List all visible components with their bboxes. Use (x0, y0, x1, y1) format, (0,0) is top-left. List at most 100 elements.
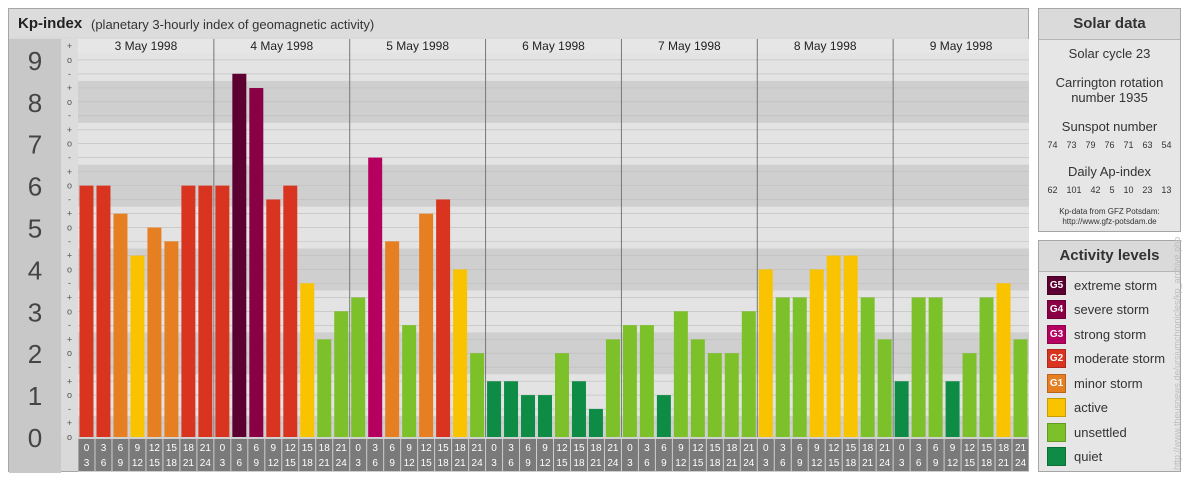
interval-start-label: 15 (573, 443, 585, 454)
level-active: active (1047, 397, 1108, 417)
interval-end-label: 24 (336, 458, 348, 469)
interval-start-label: 18 (998, 443, 1010, 454)
interval-cell (944, 439, 961, 471)
interval-cell (316, 439, 333, 471)
kp-bar (792, 297, 807, 437)
sub-tick-label: - (68, 111, 71, 121)
kp-bar (470, 353, 485, 437)
interval-end-label: 24 (743, 458, 755, 469)
interval-cell (995, 439, 1012, 471)
y-tick-label: 5 (28, 214, 42, 244)
interval-cell (740, 439, 757, 471)
interval-cell (520, 439, 537, 471)
kp-bar (334, 311, 349, 437)
sunspot-value: 54 (1161, 140, 1172, 150)
level-quiet: quiet (1047, 446, 1102, 466)
kp-bar (283, 185, 298, 437)
interval-end-label: 6 (237, 458, 243, 469)
interval-end-label: 12 (811, 458, 823, 469)
level-extreme-storm: G5 extreme storm (1047, 275, 1157, 295)
interval-start-label: 12 (964, 443, 976, 454)
y-tick-label: 9 (28, 46, 42, 76)
kp-bar (945, 381, 960, 437)
y-tick-label: 0 (28, 423, 42, 453)
kp-bar (571, 381, 586, 437)
interval-cell (265, 439, 282, 471)
interval-cell (604, 439, 621, 471)
interval-start-label: 12 (285, 443, 297, 454)
interval-end-label: 15 (692, 458, 704, 469)
y-tick-label: 8 (28, 88, 42, 118)
kp-bar (402, 325, 417, 437)
level-minor-storm: G1 minor storm (1047, 373, 1143, 393)
interval-end-label: 12 (947, 458, 959, 469)
sub-tick-label: + (67, 334, 72, 344)
y-tick-label: 6 (28, 172, 42, 202)
kp-bar (724, 353, 739, 437)
interval-cell (78, 439, 95, 471)
interval-cell (791, 439, 808, 471)
interval-cell (978, 439, 995, 471)
interval-start-label: 3 (644, 443, 650, 454)
interval-cell (401, 439, 418, 471)
kp-bar (538, 395, 552, 437)
kp-bar (775, 297, 790, 437)
interval-cell (1012, 439, 1029, 471)
sunspot-value: 71 (1123, 140, 1134, 150)
interval-start-label: 9 (542, 443, 548, 454)
interval-start-label: 21 (879, 443, 891, 454)
sub-tick-label: + (67, 376, 72, 386)
interval-start-label: 12 (421, 443, 433, 454)
kp-bar (605, 339, 620, 437)
interval-start-label: 15 (166, 443, 178, 454)
kp-bar (147, 227, 162, 437)
kp-bar (130, 255, 145, 437)
interval-end-label: 18 (302, 458, 314, 469)
credit-link[interactable]: http://www.gfz-potsdam.de (1062, 217, 1157, 226)
sunspot-values: 74 73 79 76 71 63 54 (1039, 140, 1180, 150)
kp-bar (232, 73, 247, 437)
interval-end-label: 12 (404, 458, 416, 469)
kp-bar (215, 185, 230, 437)
interval-end-label: 6 (508, 458, 514, 469)
interval-end-label: 24 (200, 458, 212, 469)
interval-end-label: 18 (709, 458, 721, 469)
kp-bar (996, 283, 1011, 437)
interval-cell (842, 439, 859, 471)
kp-bar (181, 185, 196, 437)
interval-cell (503, 439, 520, 471)
interval-cell (876, 439, 893, 471)
interval-end-label: 21 (183, 458, 195, 469)
ap-value: 101 (1066, 185, 1082, 195)
interval-end-label: 3 (627, 458, 633, 469)
interval-end-label: 6 (780, 458, 786, 469)
interval-cell (367, 439, 384, 471)
sub-tick-column (61, 39, 78, 437)
interval-start-label: 21 (336, 443, 348, 454)
interval-end-label: 9 (797, 458, 803, 469)
interval-end-label: 3 (763, 458, 769, 469)
interval-cell (893, 439, 910, 471)
interval-start-label: 9 (950, 443, 956, 454)
interval-end-label: 12 (675, 458, 687, 469)
kp-bar (504, 381, 519, 437)
interval-end-label: 12 (539, 458, 551, 469)
interval-start-label: 12 (828, 443, 840, 454)
interval-end-label: 6 (372, 458, 378, 469)
kp-bar (436, 199, 451, 437)
interval-start-label: 3 (237, 443, 243, 454)
ap-value: 42 (1090, 185, 1101, 195)
interval-cell (757, 439, 774, 471)
interval-cell (706, 439, 723, 471)
sub-tick-label: - (68, 194, 71, 204)
interval-end-label: 15 (556, 458, 568, 469)
interval-start-label: 6 (661, 443, 667, 454)
interval-cell (486, 439, 503, 471)
level-swatch (1047, 446, 1066, 466)
kp-bar (979, 297, 994, 437)
sub-tick-label: o (67, 432, 72, 442)
interval-start-label: 3 (916, 443, 922, 454)
interval-cell (333, 439, 350, 471)
sub-tick-label: - (68, 153, 71, 163)
kp-bar (928, 297, 943, 437)
